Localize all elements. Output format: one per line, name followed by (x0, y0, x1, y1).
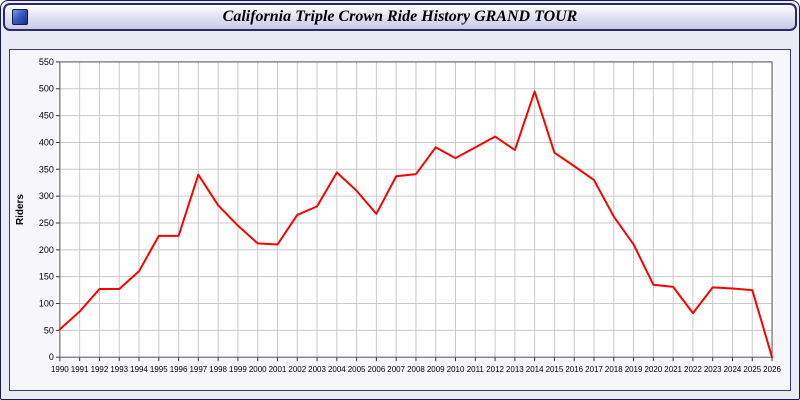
x-tick-label: 2006 (368, 365, 386, 374)
y-tick-label: 50 (44, 325, 54, 335)
x-tick-label: 1998 (209, 365, 227, 374)
y-tick-label: 300 (39, 191, 54, 201)
x-tick-label: 2022 (684, 365, 702, 374)
x-tick-label: 2003 (308, 365, 326, 374)
x-tick-label: 2009 (427, 365, 445, 374)
x-tick-label: 2011 (467, 365, 485, 374)
x-tick-label: 2026 (763, 365, 781, 374)
page-title: California Triple Crown Ride History GRA… (222, 8, 578, 25)
x-tick-label: 2023 (704, 365, 722, 374)
plot-border (59, 61, 773, 358)
x-tick-label: 1999 (229, 365, 247, 374)
x-tick-label: 2017 (585, 365, 603, 374)
x-tick-label: 1991 (71, 365, 89, 374)
x-tick-label: 2010 (447, 365, 465, 374)
x-tick-label: 1990 (51, 365, 69, 374)
y-tick-label: 200 (39, 245, 54, 255)
x-tick-label: 2008 (407, 365, 425, 374)
y-tick-label: 550 (39, 57, 54, 67)
x-tick-label: 1994 (130, 365, 148, 374)
y-tick-label: 400 (39, 137, 54, 147)
y-tick-label: 450 (39, 111, 54, 121)
y-tick-label: 150 (39, 272, 54, 282)
x-tick-label: 2018 (605, 365, 623, 374)
x-tick-label: 2021 (664, 365, 682, 374)
y-tick-label: 350 (39, 164, 54, 174)
x-tick-label: 2025 (743, 365, 761, 374)
y-tick-label: 500 (39, 84, 54, 94)
x-tick-label: 1997 (189, 365, 207, 374)
x-tick-label: 1993 (110, 365, 128, 374)
x-tick-label: 2000 (249, 365, 267, 374)
window-icon (12, 9, 28, 25)
x-tick-label: 1995 (150, 365, 168, 374)
chart-container: 0 50 100 150 200 250 300 350 400 450 500 550 1990 199… (9, 49, 791, 391)
x-tick-label: 2019 (625, 365, 643, 374)
x-tick-label: 2004 (328, 365, 346, 374)
y-tick-label: 250 (39, 218, 54, 228)
x-tick-label: 2001 (269, 365, 287, 374)
x-tick-label: 2005 (348, 365, 366, 374)
y-axis-label: Riders (15, 194, 26, 225)
riders-data-line (58, 90, 774, 359)
y-tick-label: 100 (39, 299, 54, 309)
x-tick-label: 2024 (724, 365, 742, 374)
x-tick-label: 2013 (506, 365, 524, 374)
x-tick-label: 2007 (387, 365, 405, 374)
x-tick-label: 1992 (91, 365, 109, 374)
x-tick-label: 1996 (170, 365, 188, 374)
title-bar: California Triple Crown Ride History GRA… (3, 3, 797, 31)
x-tick-label: 2014 (526, 365, 544, 374)
x-tick-label: 2016 (565, 365, 583, 374)
x-tick-label: 2012 (486, 365, 504, 374)
x-tick-label: 2020 (644, 365, 662, 374)
x-tick-label: 2002 (288, 365, 306, 374)
y-tick-label: 0 (49, 352, 54, 362)
x-tick-label: 2015 (546, 365, 564, 374)
